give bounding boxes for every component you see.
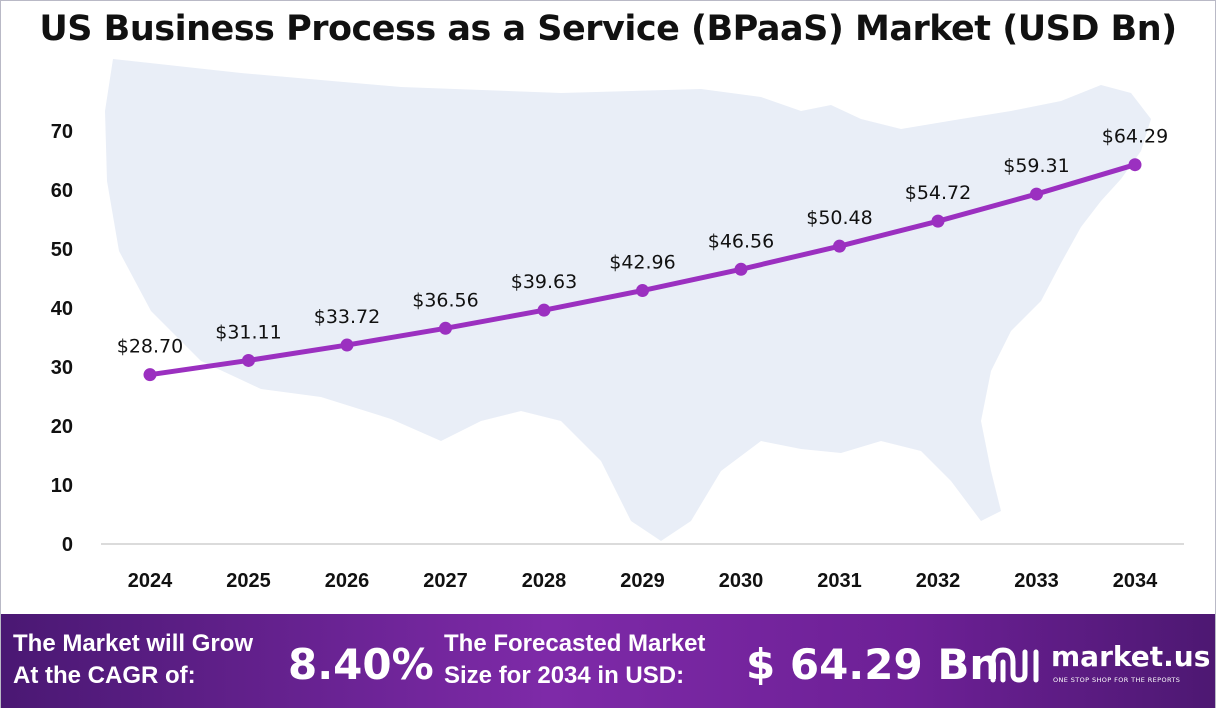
data-label: $54.72 [905, 182, 971, 204]
data-point [537, 303, 551, 317]
data-label: $39.63 [511, 271, 577, 293]
y-tick-label: 30 [51, 357, 73, 379]
market-us-logo[interactable]: market.us ONE STOP SHOP FOR THE REPORTS [989, 640, 1211, 696]
x-tick-label: 2033 [1014, 570, 1059, 592]
data-label: $59.31 [1003, 155, 1069, 177]
data-label: $46.56 [708, 230, 774, 252]
data-point [340, 338, 354, 352]
y-tick-label: 0 [62, 534, 73, 556]
data-point [143, 368, 157, 382]
data-label: $36.56 [412, 289, 478, 311]
data-label: $50.48 [806, 207, 872, 229]
x-tick-label: 2024 [128, 570, 173, 592]
forecast-label-line1: The Forecasted Market [444, 630, 706, 657]
x-tick-label: 2028 [522, 570, 567, 592]
y-tick-label: 10 [51, 475, 73, 497]
cagr-label-line2: At the CAGR of: [13, 662, 196, 689]
data-point [636, 284, 649, 298]
cagr-label-line1: The Market will Grow [13, 630, 254, 657]
y-tick-label: 20 [51, 416, 73, 438]
y-tick-label: 60 [51, 180, 73, 202]
cagr-value: 8.40% [288, 640, 434, 689]
x-tick-label: 2027 [423, 570, 468, 592]
data-point [833, 239, 846, 253]
x-tick-label: 2034 [1113, 570, 1158, 592]
data-point [439, 321, 452, 335]
summary-footer: The Market will Grow At the CAGR of: 8.4… [1, 614, 1215, 708]
data-point [242, 353, 255, 367]
y-tick-label: 40 [51, 298, 73, 320]
y-axis: 0 10 20 30 40 50 60 70 [51, 121, 73, 556]
data-label: $31.11 [215, 321, 281, 343]
data-label: $42.96 [609, 252, 675, 274]
data-point [734, 262, 748, 276]
data-label: $64.29 [1102, 126, 1168, 148]
data-label: $28.70 [117, 336, 183, 358]
data-point [1128, 158, 1142, 172]
x-axis: 2024 2025 2026 2027 2028 2029 2030 2031 2032 2033… [128, 570, 1158, 592]
forecast-value: $ 64.29 Bn [746, 640, 1000, 689]
x-tick-label: 2026 [325, 570, 370, 592]
data-label: $33.72 [314, 306, 380, 328]
data-labels: $28.70 $31.11 $33.72 $36.56 $39.63 $42.96 $46.… [117, 126, 1168, 358]
x-tick-label: 2030 [719, 570, 764, 592]
market-us-logo-icon [990, 647, 1039, 683]
us-map-silhouette [105, 59, 1151, 541]
x-tick-label: 2031 [817, 570, 862, 592]
data-points [143, 158, 1142, 382]
y-tick-label: 70 [51, 121, 73, 143]
chart-title: US Business Process as a Service (BPaaS)… [39, 9, 1177, 49]
x-tick-label: 2029 [620, 570, 665, 592]
brand-tagline: ONE STOP SHOP FOR THE REPORTS [1053, 676, 1181, 684]
y-tick-label: 50 [51, 239, 73, 261]
brand-name: market.us [1051, 640, 1211, 673]
x-tick-label: 2032 [916, 570, 961, 592]
data-point [1030, 187, 1043, 201]
forecast-label-line2: Size for 2034 in USD: [444, 662, 685, 689]
data-point [931, 214, 945, 228]
x-tick-label: 2025 [226, 570, 271, 592]
